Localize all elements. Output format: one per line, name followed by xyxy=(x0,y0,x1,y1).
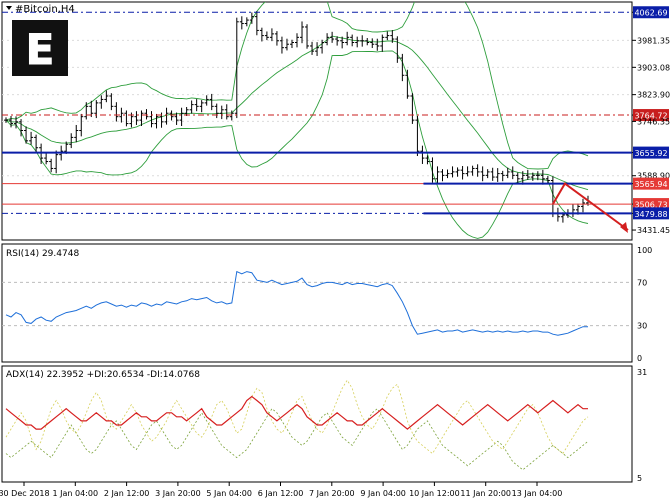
projection-arrow xyxy=(552,182,629,234)
price-label-box xyxy=(633,146,669,159)
logo-letter: E xyxy=(26,25,55,74)
minus-di-line xyxy=(5,408,589,471)
bollinger-upper-band xyxy=(5,2,589,170)
price-label: 4062.69 xyxy=(634,9,667,18)
time-axis-label: 13 Jan 04:00 xyxy=(512,489,563,498)
price-label-box xyxy=(633,109,669,122)
time-axis: 30 Dec 2018 1 Jan 04:00 2 Jan 12:00 3 Jan 2… xyxy=(0,482,562,498)
rsi-series: 100 70 30 0 xyxy=(2,246,652,363)
rsi-panel-frame xyxy=(1,243,633,363)
price-label: 3903.08 xyxy=(637,63,670,72)
chevron-down-icon[interactable] xyxy=(6,6,12,10)
bollinger-middle-band xyxy=(5,35,589,191)
broker-logo: E xyxy=(12,20,68,76)
price-label: 3981.35 xyxy=(637,36,670,45)
window-title[interactable]: #Bitcoin,H4 xyxy=(6,4,75,15)
adx-axis-label: 31 xyxy=(637,368,647,377)
time-axis-label: 5 Jan 04:00 xyxy=(206,489,252,498)
arrow-head-icon xyxy=(620,222,628,234)
projection-path xyxy=(552,182,629,231)
price-label: 3506.73 xyxy=(634,201,667,210)
time-axis-label: 7 Jan 20:00 xyxy=(309,489,355,498)
logo-background xyxy=(12,20,68,76)
plus-di-line xyxy=(5,379,589,455)
price-label: 3823.90 xyxy=(637,91,670,100)
time-axis-label: 30 Dec 2018 xyxy=(0,489,50,498)
time-axis-label: 10 Jan 12:00 xyxy=(409,489,460,498)
adx-panel-title: ADX(14) 22.3952 +DI:20.6534 -DI:14.0768 xyxy=(6,370,200,380)
price-label-box xyxy=(633,207,669,220)
time-axis-label: 9 Jan 04:00 xyxy=(360,489,406,498)
time-axis-label: 3 Jan 20:00 xyxy=(155,489,201,498)
adx-axis-label: 5 xyxy=(637,474,642,483)
time-axis-label: 1 Jan 04:00 xyxy=(53,489,99,498)
price-label-box xyxy=(633,177,669,190)
candlestick-series xyxy=(4,11,590,223)
time-axis-label: 11 Jan 20:00 xyxy=(460,489,511,498)
rsi-panel-title: RSI(14) 29.4748 xyxy=(6,249,79,259)
rsi-axis-label: 30 xyxy=(637,322,647,331)
price-label: 3588.90 xyxy=(637,172,670,181)
bollinger-bands xyxy=(5,2,589,239)
rsi-line xyxy=(5,270,588,336)
price-axis: 4062.69 3981.35 3903.08 3823.90 3764.723746.… xyxy=(632,6,670,235)
rsi-axis-label: 100 xyxy=(637,246,652,255)
price-label: 3764.72 xyxy=(634,112,667,121)
time-axis-label: 2 Jan 12:00 xyxy=(104,489,150,498)
price-label-box xyxy=(633,198,669,211)
price-label: 3746.35 xyxy=(637,117,670,126)
adx-panel-frame xyxy=(1,365,633,483)
price-label: 3655.92 xyxy=(634,149,667,158)
horizontal-levels[interactable] xyxy=(2,11,632,215)
bollinger-lower-band xyxy=(5,50,589,239)
price-label: 3565.94 xyxy=(634,180,667,189)
price-label: 3431.45 xyxy=(637,226,670,235)
rsi-axis-label: 70 xyxy=(637,278,647,287)
adx-series: 31 5 xyxy=(5,368,647,483)
time-axis-label: 6 Jan 12:00 xyxy=(258,489,304,498)
symbol-label: #Bitcoin,H4 xyxy=(15,4,75,15)
price-label-box xyxy=(633,6,669,19)
adx-line xyxy=(5,395,588,430)
rsi-axis-label: 0 xyxy=(637,354,642,363)
price-label: 3479.88 xyxy=(634,210,667,219)
